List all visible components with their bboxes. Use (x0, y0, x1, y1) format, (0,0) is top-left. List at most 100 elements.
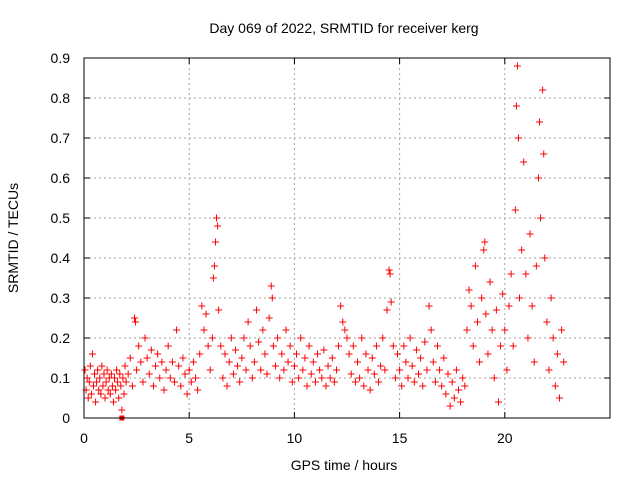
data-point (177, 382, 185, 390)
data-point (427, 326, 435, 334)
data-point (248, 374, 256, 382)
data-point (358, 334, 366, 342)
data-point (238, 354, 246, 362)
data-point (558, 326, 566, 334)
data-point (553, 350, 561, 358)
data-point (246, 342, 254, 350)
data-point (92, 398, 100, 406)
data-point (109, 398, 117, 406)
data-point (309, 358, 317, 366)
data-point (95, 386, 103, 394)
data-point (168, 358, 176, 366)
data-point (133, 366, 141, 374)
data-point (212, 238, 219, 246)
data-point (370, 370, 378, 378)
data-point (383, 306, 391, 314)
data-point (111, 374, 119, 382)
data-point (101, 394, 109, 402)
data-point (528, 302, 536, 310)
data-point (94, 366, 102, 374)
y-axis-label: SRMTID / TECUs (5, 183, 21, 293)
data-point (372, 342, 380, 350)
data-point (106, 390, 114, 398)
data-point (339, 318, 347, 326)
data-point (145, 370, 153, 378)
data-point (408, 362, 416, 370)
data-point (509, 342, 517, 350)
data-point (320, 346, 328, 354)
data-point (415, 370, 423, 378)
data-point (89, 382, 97, 390)
data-point (234, 362, 242, 370)
data-point (547, 294, 555, 302)
data-point (297, 334, 305, 342)
data-point (286, 342, 294, 350)
data-point (410, 378, 418, 386)
data-point (242, 366, 250, 374)
data-point (103, 366, 111, 374)
data-point (385, 266, 393, 274)
data-point (486, 278, 494, 286)
data-point (499, 290, 507, 298)
data-point (444, 370, 452, 378)
data-point (423, 366, 431, 374)
axis-tick-labels: 0 5 10 15 20 0 0.1 0.2 0.3 0.4 0.5 0.6 0.7 0.8 0.9 (51, 50, 513, 446)
data-point (214, 222, 222, 230)
chart-title: Day 069 of 2022, SRMTID for receiver ker… (209, 20, 478, 36)
y-tick-label: 0.6 (51, 170, 71, 186)
data-point (402, 358, 410, 366)
data-point (522, 270, 530, 278)
data-point (96, 374, 104, 382)
data-point (217, 342, 225, 350)
data-point (326, 374, 334, 382)
data-point (337, 302, 345, 310)
data-point (490, 374, 498, 382)
data-point (537, 214, 545, 222)
data-point (436, 366, 444, 374)
data-point (120, 390, 128, 398)
data-point (539, 86, 547, 94)
data-point (121, 362, 129, 370)
data-point (192, 374, 200, 382)
data-point (396, 366, 404, 374)
data-point (343, 334, 351, 342)
data-point (314, 350, 322, 358)
data-point (244, 318, 252, 326)
data-point (227, 334, 235, 342)
data-point (429, 358, 437, 366)
data-point (366, 386, 374, 394)
data-point (261, 350, 269, 358)
data-point (307, 370, 315, 378)
data-point (154, 350, 162, 358)
data-point (461, 382, 469, 390)
data-point (446, 402, 454, 410)
data-point (107, 370, 115, 378)
data-point (250, 358, 258, 366)
data-point (463, 326, 471, 334)
data-point (206, 366, 214, 374)
data-point (143, 354, 151, 362)
x-tick-label: 15 (392, 430, 408, 446)
x-tick-label: 10 (287, 430, 303, 446)
data-point (213, 214, 221, 222)
data-point (311, 378, 319, 386)
data-point (81, 366, 89, 374)
data-point (183, 390, 191, 398)
data-point (503, 366, 511, 374)
data-point (417, 354, 425, 362)
data-point (267, 282, 275, 290)
data-point (393, 350, 401, 358)
data-point (354, 358, 362, 366)
data-point (85, 378, 93, 386)
data-point (83, 374, 91, 382)
data-point (530, 358, 538, 366)
data-point (524, 334, 532, 342)
data-point (113, 366, 121, 374)
data-point (221, 350, 229, 358)
data-point (200, 326, 208, 334)
data-point (295, 374, 303, 382)
data-point (551, 382, 559, 390)
data-point (102, 378, 110, 386)
x-axis-label: GPS time / hours (291, 457, 398, 473)
data-point (269, 342, 277, 350)
